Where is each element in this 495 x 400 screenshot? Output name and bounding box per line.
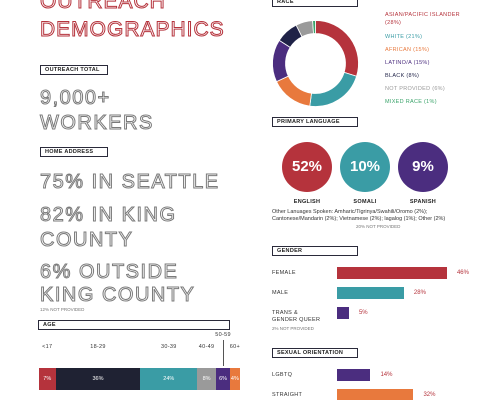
bar [337, 389, 414, 400]
section-heading: GENDER [272, 246, 358, 256]
donut-slice [309, 71, 358, 107]
category-label: 18-29 [90, 344, 106, 350]
big-stat: 9,000+ [40, 87, 111, 110]
big-stat: COUNTY [39, 229, 134, 252]
category-label: 30-39 [161, 344, 177, 350]
big-stat: WORKERS [40, 112, 154, 135]
footnote: 20% NOT PROVIDED [356, 224, 401, 229]
bar-segment [39, 368, 56, 390]
big-stat: 82% IN KING [40, 204, 177, 227]
language-circle [340, 142, 390, 192]
section-heading: SEXUAL ORIENTATION [272, 348, 358, 358]
value-label: 46% [456, 270, 469, 276]
bar-segment [216, 368, 231, 390]
legend-entry: WHITE (21%) [385, 34, 423, 40]
value-label: 14% [380, 372, 393, 378]
footnote: 2% NOT PROVIDED [272, 326, 314, 331]
value-label: 36% [92, 376, 104, 382]
legend-entry: AFRICAN (15%) [385, 47, 430, 53]
value-label: 28% [413, 290, 426, 296]
section-heading: OUTREACH TOTAL [40, 65, 108, 75]
donut-slice [272, 39, 291, 83]
category-label: <17 [42, 344, 53, 350]
bar-segment [140, 368, 198, 390]
legend-entry: BLACK (8%) [385, 73, 420, 79]
section-heading: AGE [38, 320, 230, 330]
value-label: 6% [219, 376, 228, 382]
category-label: STRAIGHT [272, 392, 303, 398]
big-stat: 75% IN SEATTLE [40, 171, 220, 194]
category-label: 40-49 [198, 344, 215, 350]
value-label: 32% [423, 392, 436, 398]
value-label: 4% [230, 376, 239, 382]
category-label: SPANISH [409, 199, 437, 205]
donut-slice [312, 20, 316, 34]
legend-entry: ASIAN/PACIFIC ISLANDER (28%) [385, 12, 460, 26]
category-label: MALE [272, 290, 289, 296]
value-label: 8% [202, 376, 211, 382]
title-line: OUTREACH [40, 0, 166, 14]
donut-slice [315, 20, 359, 77]
section-heading: HOME ADDRESS [40, 147, 108, 157]
category-label: 50-59 [215, 332, 231, 338]
bar-segment [55, 368, 141, 390]
category-label: 60+ [229, 344, 240, 350]
bar-segment [230, 368, 240, 390]
value-label: 10% [349, 158, 381, 175]
big-stat: 6% OUTSIDE [39, 261, 179, 284]
bar [337, 267, 447, 279]
bar-segment [197, 368, 216, 390]
bar [337, 287, 404, 299]
category-label: SOMALI [353, 199, 377, 205]
big-stat: KING COUNTY [39, 284, 196, 307]
value-label: 9% [412, 158, 434, 175]
language-circle [282, 142, 332, 192]
legend-entry: NOT PROVIDED (6%) [385, 86, 446, 92]
category-label: LGBTQ [272, 372, 293, 378]
value-label: 7% [43, 376, 52, 382]
bar [337, 369, 371, 381]
language-circle [398, 142, 448, 192]
value-label: 52% [291, 158, 323, 175]
section-heading: PRIMARY LANGUAGE [272, 117, 358, 127]
legend-entry: MIXED RACE (1%) [385, 99, 437, 105]
category-label: ENGLISH [293, 199, 321, 205]
category-label: FEMALE [272, 270, 296, 276]
donut-slice [275, 75, 312, 107]
category-label: TRANS & GENDER QUEER [272, 310, 321, 323]
bar [337, 307, 349, 319]
title-line: DEMOGRAPHICS [40, 18, 225, 42]
donut-chart [272, 20, 359, 107]
value-label: 5% [358, 310, 368, 316]
section-heading: RACE [272, 0, 358, 7]
value-label: 24% [163, 376, 175, 382]
leader-line [223, 340, 224, 366]
legend-entry: LATINO/A (15%) [385, 60, 430, 66]
footnote: 12% NOT PROVIDED [40, 307, 85, 312]
note: Other Lanuages Spoken: Amharic/Tigrinya/… [272, 209, 446, 222]
